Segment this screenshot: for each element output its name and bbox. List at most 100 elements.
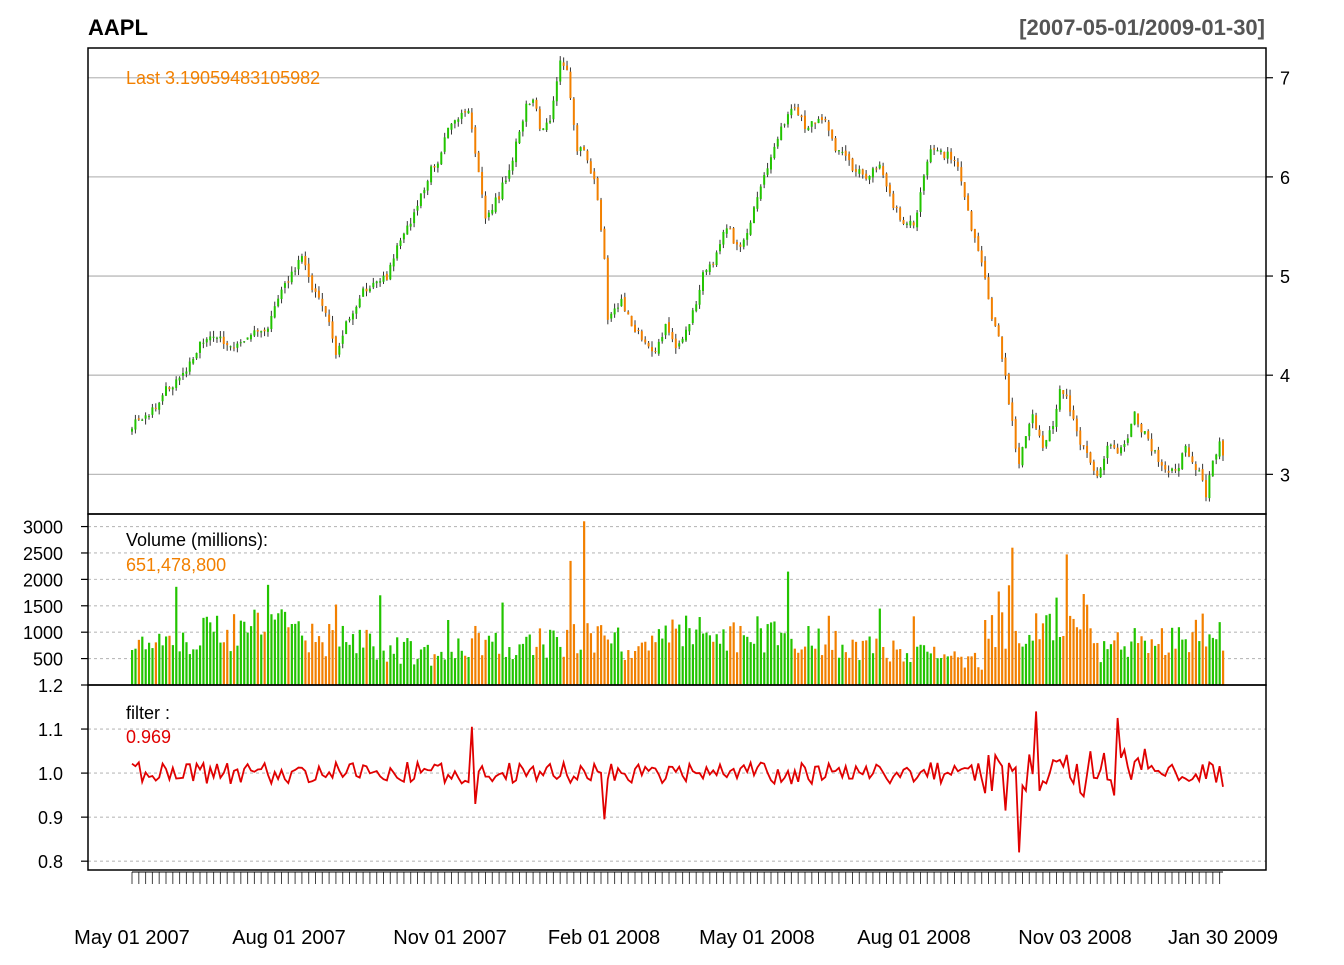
- volume-bar: [715, 634, 718, 685]
- price-tick-label: 6: [1280, 168, 1290, 188]
- volume-bar: [967, 656, 970, 685]
- volume-bar: [1065, 554, 1068, 685]
- candle-body: [926, 161, 929, 176]
- candle-body: [430, 166, 433, 183]
- volume-bar: [834, 630, 837, 685]
- volume-bar: [589, 633, 593, 685]
- volume-bar: [396, 637, 399, 685]
- candle-body: [763, 175, 766, 185]
- volume-bar: [1208, 634, 1211, 685]
- volume-bar: [542, 644, 545, 685]
- candle-body: [644, 339, 647, 343]
- candle-body: [232, 347, 235, 349]
- candle-body: [759, 186, 762, 199]
- volume-bar: [654, 642, 657, 685]
- candle-body: [651, 347, 654, 352]
- candle-body: [1205, 480, 1208, 498]
- candle-body: [494, 197, 497, 212]
- candle-body: [1075, 418, 1078, 432]
- candle-body: [382, 275, 385, 282]
- volume-bar: [168, 635, 171, 685]
- candle-body: [277, 298, 280, 307]
- candle-body: [331, 321, 334, 339]
- candle-body: [195, 352, 198, 359]
- volume-bar: [742, 635, 745, 685]
- candle-body: [780, 126, 783, 141]
- volume-bar: [627, 650, 630, 685]
- volume-bar: [1205, 646, 1208, 685]
- volume-bar: [865, 640, 868, 685]
- candle-body: [321, 298, 324, 306]
- volume-bar: [555, 637, 559, 685]
- volume-bar: [209, 622, 212, 685]
- candle-body: [841, 151, 844, 153]
- candle-body: [933, 148, 936, 150]
- candle-body: [283, 283, 286, 288]
- candle-body: [1089, 452, 1092, 463]
- volume-bar: [922, 645, 926, 685]
- candle-body: [858, 169, 861, 174]
- volume-bar: [572, 624, 576, 685]
- volume-bar: [729, 626, 732, 685]
- candle-body: [134, 419, 137, 430]
- volume-bar: [871, 653, 875, 685]
- volume-bar: [464, 655, 467, 685]
- candle-body: [433, 165, 436, 168]
- candle-body: [678, 343, 681, 347]
- volume-bar: [1147, 653, 1150, 685]
- volume-bar: [304, 640, 307, 685]
- candle-body: [1035, 415, 1038, 429]
- volume-bar: [759, 628, 762, 685]
- volume-bar: [515, 655, 518, 685]
- candle-body: [399, 240, 402, 246]
- volume-bar: [205, 616, 208, 685]
- candle-body: [1116, 447, 1119, 454]
- candle-body: [229, 346, 232, 348]
- candle-body: [837, 150, 840, 152]
- x-tick-label: Feb 01 2008: [548, 927, 660, 949]
- volume-bar: [800, 649, 803, 685]
- price-candles: [131, 56, 1224, 502]
- price-y-axis: 7 6 5 4 3: [1266, 69, 1290, 485]
- x-tick-label: May 01 2007: [74, 927, 190, 949]
- volume-bar: [943, 654, 946, 685]
- volume-bar: [773, 621, 776, 685]
- volume-bar: [746, 636, 749, 685]
- candle-body: [634, 324, 637, 332]
- candle-body: [909, 220, 912, 226]
- candle-body: [861, 169, 864, 175]
- volume-bar: [147, 642, 151, 685]
- volume-bar: [803, 646, 807, 685]
- candle-body: [695, 304, 698, 312]
- volume-bar: [613, 632, 616, 685]
- candle-body: [623, 297, 626, 312]
- candle-body: [175, 379, 178, 388]
- candle-body: [508, 170, 511, 179]
- volume-bar: [596, 626, 599, 685]
- volume-bar: [236, 645, 239, 685]
- candle-body: [688, 324, 691, 332]
- volume-bar: [841, 644, 844, 685]
- filter-last-value: 0.969: [126, 727, 171, 747]
- volume-bar: [178, 651, 181, 685]
- candle-body: [705, 270, 708, 273]
- candle-body: [362, 288, 365, 297]
- volume-bar: [691, 644, 694, 685]
- volume-bar: [688, 628, 691, 685]
- candle-body: [498, 196, 501, 200]
- volume-bar: [630, 657, 633, 685]
- candle-body: [939, 150, 942, 152]
- candle-body: [905, 223, 908, 225]
- last-price-label: Last 3.19059483105982: [126, 68, 320, 88]
- candle-body: [256, 329, 259, 332]
- candle-body: [304, 255, 307, 266]
- volume-bar: [1188, 652, 1191, 685]
- volume-bar: [718, 643, 722, 685]
- volume-bar: [1215, 639, 1218, 685]
- candle-body: [487, 212, 490, 218]
- volume-bar: [617, 627, 620, 685]
- candle-body: [681, 338, 684, 343]
- candle-body: [848, 153, 851, 161]
- volume-bar: [1177, 627, 1181, 685]
- candle-body: [1120, 447, 1123, 454]
